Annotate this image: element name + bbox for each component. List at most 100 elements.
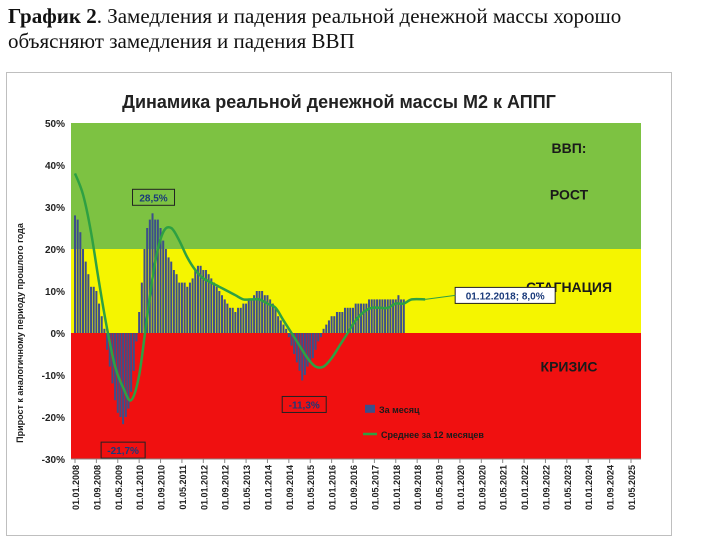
bar-80 (287, 333, 290, 338)
bar-44 (191, 278, 194, 333)
bar-92 (319, 333, 322, 338)
bar-81 (290, 333, 293, 346)
bar-102 (346, 307, 349, 333)
bar-33 (162, 240, 165, 333)
y-tick-label-1: -20% (42, 413, 65, 424)
bar-112 (373, 299, 376, 333)
bar-30 (154, 219, 157, 333)
x-tick-label-15: 01.01.2018 (392, 465, 402, 510)
chart-svg: Динамика реальной денежной массы М2 к АП… (15, 92, 641, 510)
bar-107 (360, 303, 363, 333)
bar-77 (279, 320, 282, 333)
bar-110 (368, 299, 371, 333)
bar-108 (362, 303, 365, 333)
bar-63 (242, 303, 245, 333)
x-tick-label-5: 01.05.2011 (178, 465, 188, 510)
bar-6 (90, 286, 93, 333)
bar-103 (349, 307, 352, 333)
bar-65 (247, 299, 250, 333)
x-tick-label-16: 01.09.2018 (413, 465, 423, 510)
bar-119 (392, 299, 395, 333)
annotation-label-1: -21,7% (107, 446, 139, 457)
caption-text: . Замедления и падения реальной денежной… (8, 4, 622, 53)
bar-51 (210, 278, 213, 333)
bar-74 (271, 303, 274, 333)
annotation-box-1 (100, 441, 146, 459)
bar-100 (341, 312, 344, 333)
bar-39 (178, 282, 181, 333)
bar-115 (381, 299, 384, 333)
bar-109 (365, 303, 368, 333)
x-tick-label-10: 01.09.2014 (285, 465, 295, 510)
bar-9 (98, 303, 101, 333)
bar-42 (186, 286, 189, 333)
bar-34 (164, 249, 167, 333)
bar-97 (333, 316, 336, 333)
bar-120 (394, 299, 397, 333)
bar-75 (274, 307, 277, 333)
x-tick-label-17: 01.05.2019 (435, 465, 445, 510)
x-tick-label-19: 01.09.2020 (477, 465, 487, 510)
x-tick-label-26: 01.05.2025 (627, 465, 637, 510)
bar-41 (183, 282, 186, 333)
bar-52 (213, 282, 215, 333)
bar-48 (202, 270, 205, 333)
bar-12 (106, 333, 109, 350)
bar-85 (301, 333, 304, 381)
bar-8 (95, 291, 98, 333)
bar-4 (84, 261, 87, 333)
bar-70 (261, 291, 264, 333)
bar-84 (298, 333, 301, 371)
bar-62 (239, 307, 242, 333)
bar-17 (119, 333, 122, 417)
bar-0 (74, 215, 76, 333)
x-tick-label-8: 01.05.2013 (242, 465, 252, 510)
bar-66 (250, 299, 253, 333)
bar-96 (330, 316, 333, 333)
bar-73 (269, 299, 272, 333)
bar-47 (199, 265, 202, 333)
bar-76 (277, 316, 280, 333)
bar-90 (314, 333, 317, 350)
legend-label-bars: За месяц (379, 405, 420, 415)
bar-91 (317, 333, 320, 342)
bar-46 (196, 265, 199, 333)
bar-53 (215, 286, 218, 333)
bar-13 (108, 333, 111, 367)
bar-50 (207, 274, 210, 333)
y-tick-label-8: 50% (45, 119, 65, 130)
bar-36 (170, 261, 173, 333)
legend-label-line: Среднее за 12 месяцев (381, 430, 484, 440)
x-tick-label-7: 01.09.2012 (221, 465, 231, 510)
bar-27 (146, 228, 149, 333)
x-tick-label-14: 01.05.2017 (370, 465, 380, 510)
bar-111 (370, 299, 373, 333)
bar-55 (221, 295, 224, 333)
x-tick-label-9: 01.01.2014 (264, 465, 274, 510)
bar-98 (335, 312, 338, 333)
y-axis-label: Прирост к аналогичному периоду прошлого … (15, 222, 25, 443)
bar-83 (295, 333, 298, 363)
bar-58 (229, 307, 232, 333)
annotation-label-0: 28,5% (139, 193, 167, 204)
bar-104 (352, 307, 354, 333)
bar-118 (389, 299, 392, 333)
bar-78 (282, 324, 285, 333)
bar-43 (188, 282, 191, 333)
chart-figure: Динамика реальной денежной массы М2 к АП… (6, 72, 672, 536)
bar-87 (306, 333, 309, 367)
bar-93 (322, 328, 325, 333)
bar-64 (245, 303, 248, 333)
bar-61 (237, 307, 240, 333)
bar-28 (148, 219, 151, 333)
bar-18 (122, 333, 125, 425)
bar-71 (263, 295, 266, 333)
bar-121 (397, 295, 400, 333)
x-tick-label-3: 01.01.2010 (135, 465, 145, 510)
bar-23 (135, 333, 138, 342)
legend-swatch-bars (365, 404, 375, 413)
bar-72 (266, 295, 269, 333)
bar-24 (138, 312, 141, 333)
bar-88 (309, 333, 312, 363)
x-tick-label-2: 01.05.2009 (114, 465, 124, 510)
